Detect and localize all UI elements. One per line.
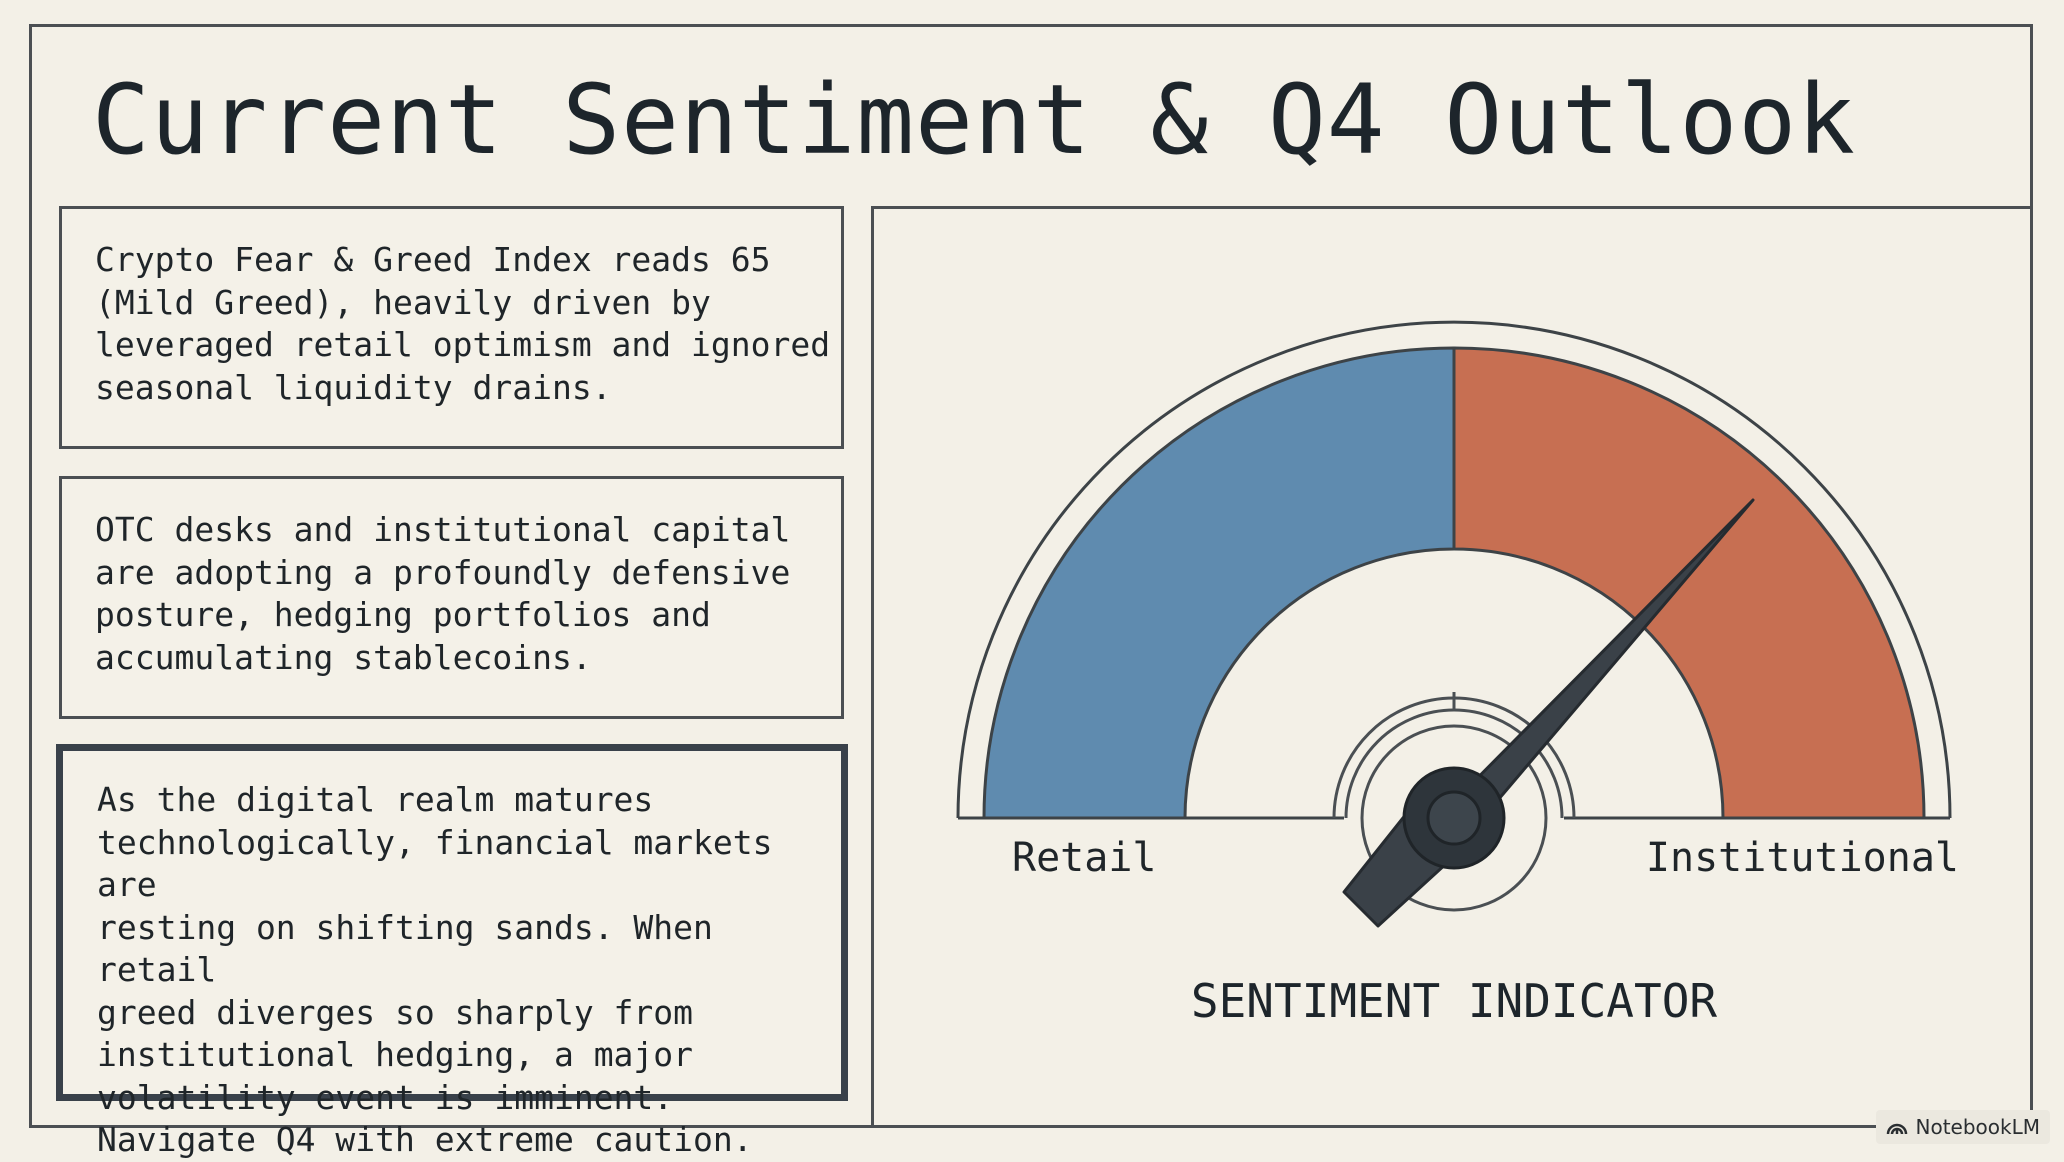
notebooklm-logo-icon	[1886, 1123, 1907, 1135]
gauge-outer-arc	[956, 320, 1952, 819]
retail-label: Retail	[1012, 835, 1157, 881]
conclusion-card: As the digital realm matures technologic…	[56, 744, 848, 1159]
page-title: Current Sentiment & Q4 Outlook	[92, 64, 1856, 176]
slide-frame	[29, 24, 2033, 1128]
gauge-hub-ring	[1360, 724, 1548, 912]
notebooklm-label: NotebookLM	[1915, 1115, 2041, 1139]
institutional-label: Institutional	[1646, 835, 1959, 881]
gauge-retail-segment	[982, 346, 1456, 820]
fear-greed-card: Crypto Fear & Greed Index reads 65 (Mild…	[59, 206, 844, 449]
notebooklm-badge: NotebookLM	[1875, 1110, 2050, 1144]
institutional-card: OTC desks and institutional capital are …	[59, 476, 844, 719]
gauge-institutional-segment	[1452, 346, 1926, 820]
gauge-caption: SENTIMENT INDICATOR	[1191, 974, 1717, 1028]
gauge-hub-center	[1426, 790, 1482, 846]
gauge-panel: Retail Institutional SENTIMENT INDICATOR	[871, 206, 2033, 1128]
sentiment-gauge: Retail Institutional SENTIMENT INDICATOR	[956, 320, 1959, 1028]
